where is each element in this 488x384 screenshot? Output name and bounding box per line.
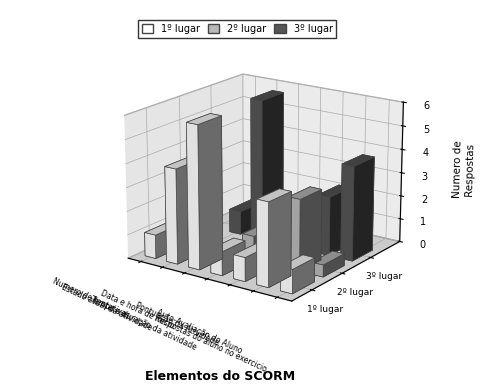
- Legend: 1º lugar, 2º lugar, 3º lugar: 1º lugar, 2º lugar, 3º lugar: [137, 20, 336, 38]
- Text: Elementos do SCORM: Elementos do SCORM: [144, 370, 295, 383]
